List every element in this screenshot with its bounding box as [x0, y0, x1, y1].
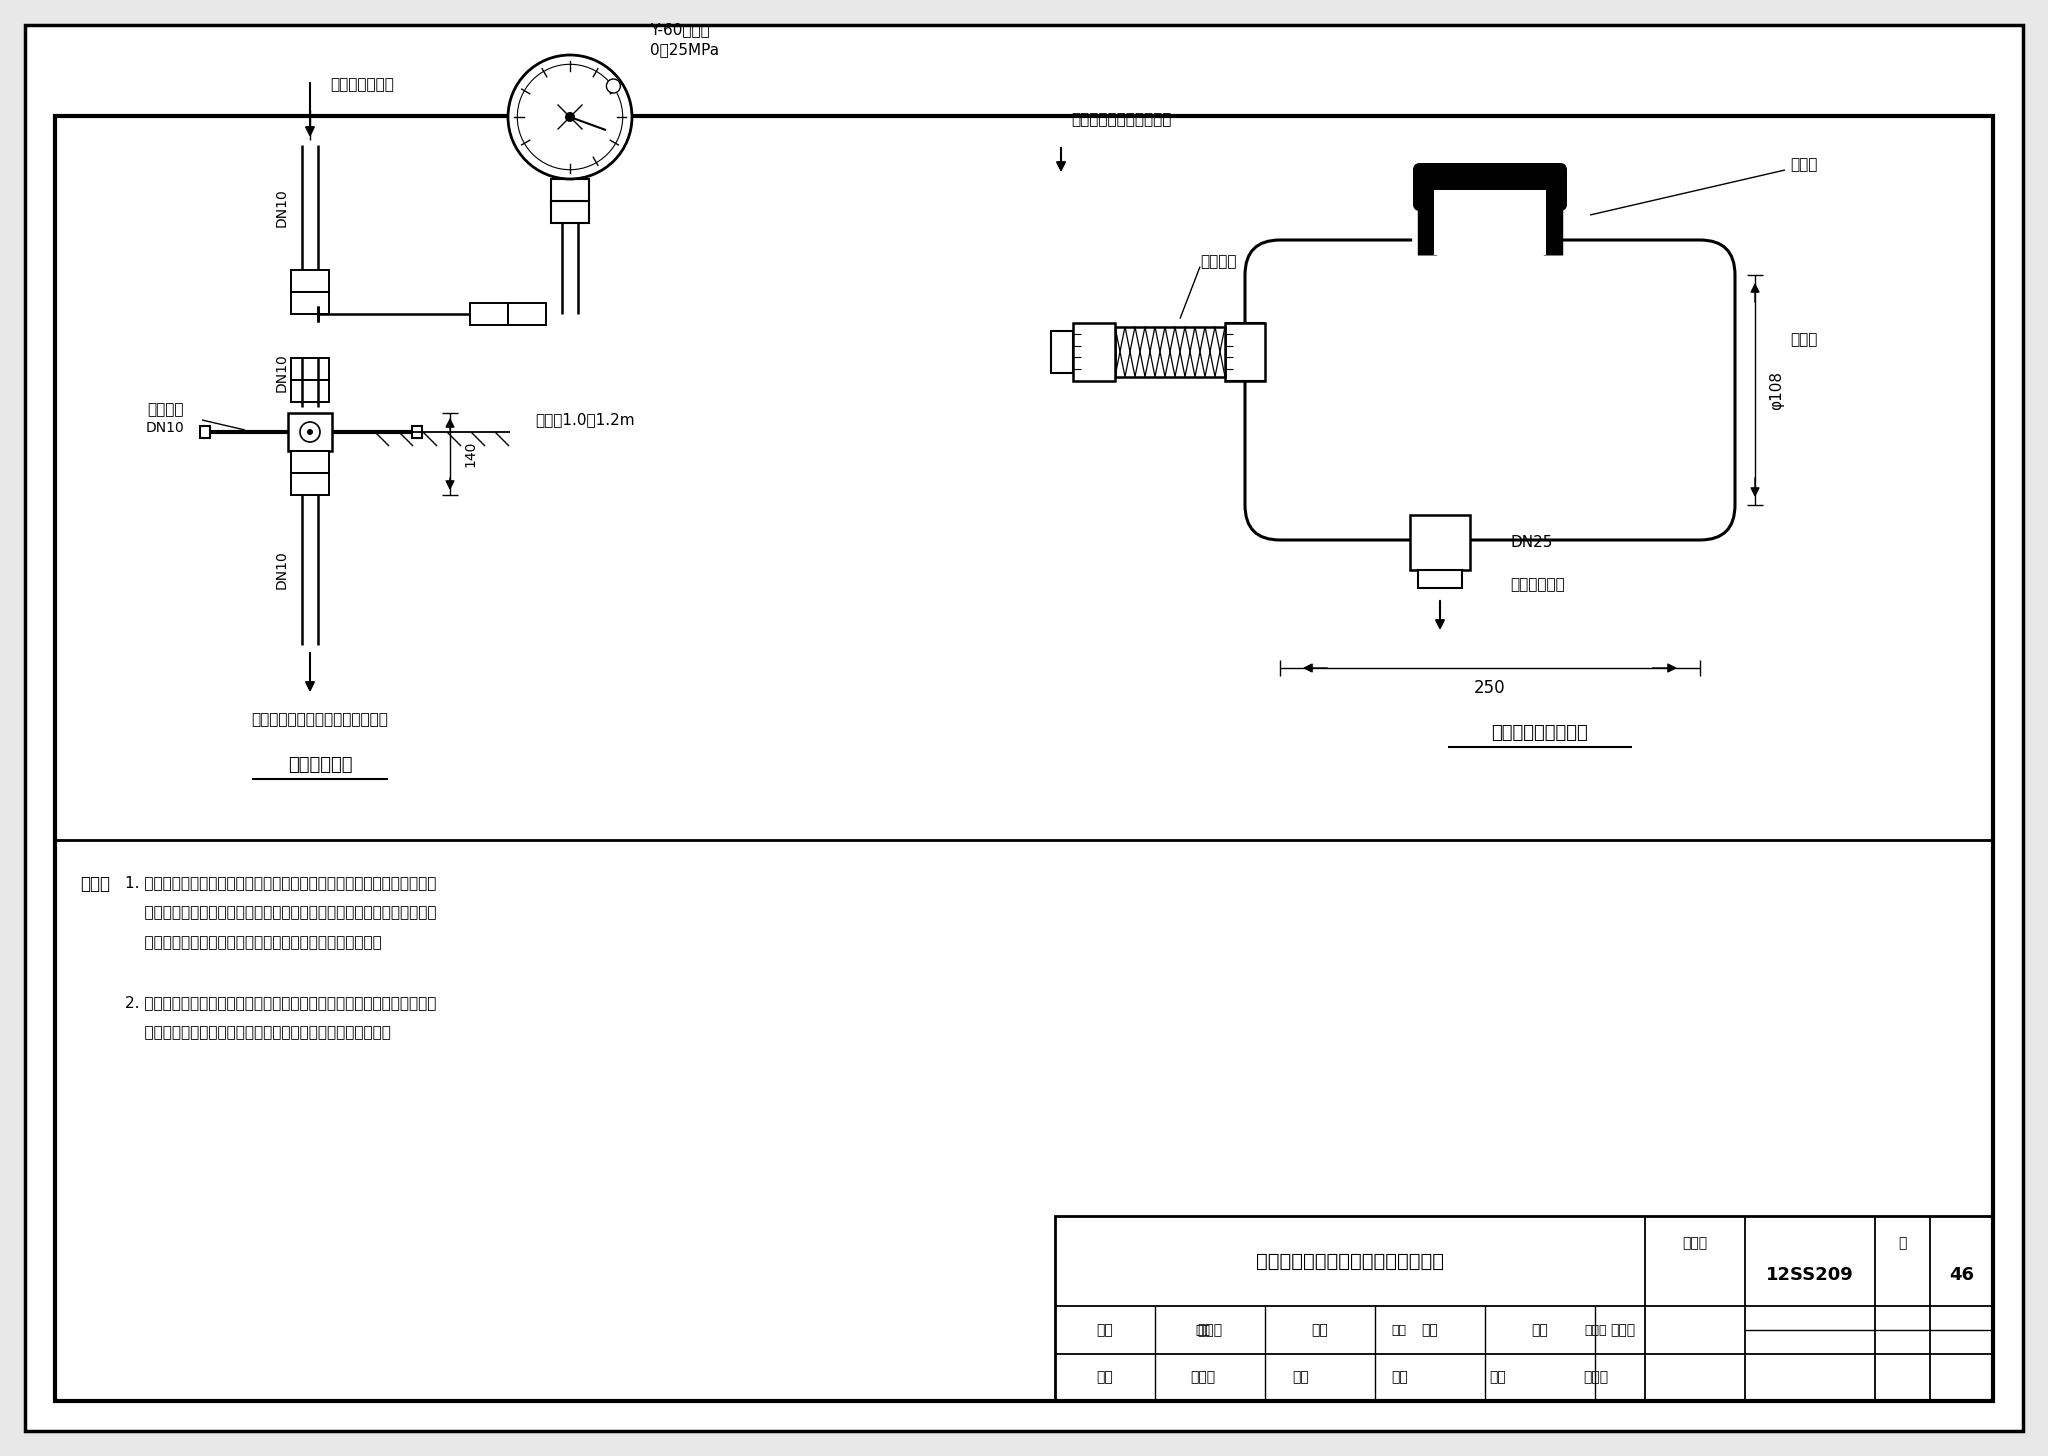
Text: 试过程中使用的主要部件。当检测某防护区末端水压情况时，可通过此装: 试过程中使用的主要部件。当检测某防护区末端水压情况时，可通过此装 — [125, 906, 436, 920]
Bar — [291, 451, 330, 473]
Text: 廖祖顺: 廖祖顺 — [1610, 1324, 1636, 1337]
Text: 1. 末端放水装置用于检测闭式系统各区最不利点的供水情况，也是在阀组调: 1. 末端放水装置用于检测闭式系统各区最不利点的供水情况，也是在阀组调 — [125, 875, 436, 890]
Bar — [1114, 326, 1225, 377]
Text: DN25: DN25 — [1509, 534, 1552, 550]
Text: 手持环: 手持环 — [1790, 157, 1817, 172]
Bar — [1434, 189, 1546, 255]
Text: 调试泄压装置外形图: 调试泄压装置外形图 — [1491, 724, 1589, 743]
Bar — [551, 201, 590, 223]
Text: 接排水沟、集流桶或模拟试验喷头: 接排水沟、集流桶或模拟试验喷头 — [252, 712, 389, 728]
Text: 250: 250 — [1475, 678, 1505, 697]
Text: 末端放水装置、调试泄压装置外形图: 末端放水装置、调试泄压装置外形图 — [1255, 1252, 1444, 1271]
Text: 高压球阀: 高压球阀 — [147, 402, 182, 418]
Circle shape — [307, 430, 313, 435]
Bar — [1417, 569, 1462, 588]
Bar — [1055, 1216, 1993, 1401]
Text: 王飞: 王飞 — [1391, 1370, 1407, 1385]
Bar — [469, 303, 508, 325]
Text: 2. 调试泄压装置是在阀组调试过程中使用的主要部件。系统调试时，将调试: 2. 调试泄压装置是在阀组调试过程中使用的主要部件。系统调试时，将调试 — [125, 994, 436, 1010]
Text: 设计: 设计 — [1532, 1324, 1548, 1337]
Text: 图集号: 图集号 — [1683, 1236, 1708, 1251]
Text: 王飞: 王飞 — [1393, 1324, 1407, 1337]
Bar — [201, 427, 211, 438]
Text: 北华: 北华 — [1194, 1324, 1210, 1337]
Bar — [289, 414, 332, 451]
Text: DN10: DN10 — [145, 421, 184, 435]
Bar — [1073, 323, 1114, 380]
FancyBboxPatch shape — [1413, 163, 1567, 211]
Text: DN10: DN10 — [274, 188, 289, 227]
Bar — [412, 427, 422, 438]
Bar — [1225, 323, 1266, 380]
Text: 廖祖顺: 廖祖顺 — [1585, 1324, 1608, 1337]
Text: 审核: 审核 — [1096, 1370, 1112, 1385]
Text: 校对: 校对 — [1311, 1324, 1329, 1337]
Bar — [1051, 331, 1073, 373]
Bar — [55, 116, 1993, 1401]
Text: φ108: φ108 — [1769, 370, 1784, 409]
Text: 距地面1.0～1.2m: 距地面1.0～1.2m — [535, 412, 635, 428]
FancyBboxPatch shape — [1245, 240, 1735, 540]
Text: 缓冲罐: 缓冲罐 — [1790, 332, 1817, 348]
Text: 140: 140 — [463, 441, 477, 467]
Bar — [551, 179, 590, 201]
Bar — [291, 358, 330, 380]
Text: 0～25MPa: 0～25MPa — [649, 42, 719, 57]
Bar — [291, 269, 330, 293]
Bar — [508, 303, 547, 325]
Text: 王飞: 王飞 — [1421, 1324, 1438, 1337]
Text: 置及调试泄压装置将调试时的高压水排至排水沟、集流桶。: 置及调试泄压装置将调试时的高压水排至排水沟、集流桶。 — [125, 935, 381, 949]
Text: 廖祖顺: 廖祖顺 — [1583, 1370, 1608, 1385]
Text: 12SS209: 12SS209 — [1765, 1265, 1853, 1284]
Bar — [291, 473, 330, 495]
Bar — [1409, 515, 1470, 569]
Text: DN10: DN10 — [274, 354, 289, 392]
Bar — [291, 380, 330, 402]
Circle shape — [565, 112, 575, 122]
Circle shape — [299, 422, 319, 443]
Circle shape — [606, 79, 621, 93]
Text: 说明：: 说明： — [80, 875, 111, 893]
Text: 接系统末端管网: 接系统末端管网 — [330, 77, 393, 93]
Text: 丛北华: 丛北华 — [1190, 1370, 1214, 1385]
Text: 连接阀组：排水调试球阀: 连接阀组：排水调试球阀 — [1071, 112, 1171, 128]
Circle shape — [508, 55, 633, 179]
Text: 设计: 设计 — [1489, 1370, 1505, 1385]
Text: 页: 页 — [1898, 1236, 1907, 1251]
Text: DN10: DN10 — [274, 550, 289, 590]
Text: 高压软管: 高压软管 — [1200, 255, 1237, 269]
Bar — [291, 293, 330, 314]
Text: 时排出的高压水通过此装置缓冲减压后排至集流桶或排水沟。: 时排出的高压水通过此装置缓冲减压后排至集流桶或排水沟。 — [125, 1025, 391, 1040]
Text: 丛北华: 丛北华 — [1198, 1324, 1223, 1337]
Text: 末端放水装置: 末端放水装置 — [289, 756, 352, 775]
Text: 46: 46 — [1950, 1265, 1974, 1284]
Text: 校对: 校对 — [1292, 1370, 1309, 1385]
Text: 审核: 审核 — [1096, 1324, 1114, 1337]
Text: 排水接集流桶: 排水接集流桶 — [1509, 578, 1565, 593]
Text: Y-60压力表: Y-60压力表 — [649, 22, 711, 38]
